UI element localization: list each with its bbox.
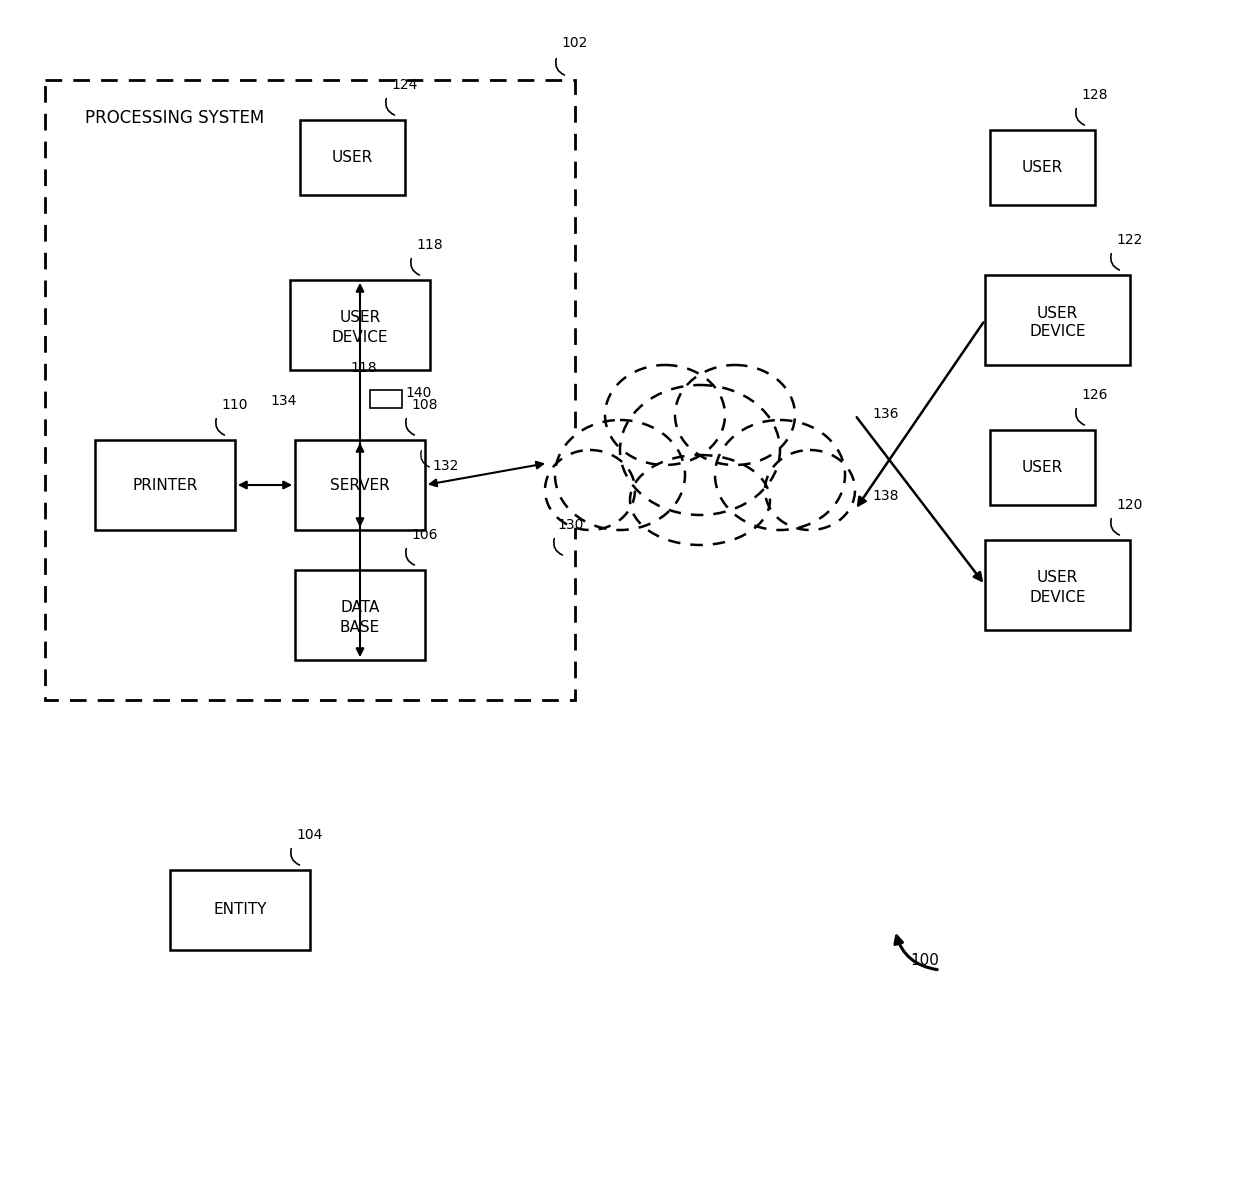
Text: DATA: DATA xyxy=(340,600,379,615)
Text: 102: 102 xyxy=(560,37,588,50)
Text: USER: USER xyxy=(1022,460,1063,475)
Text: 132: 132 xyxy=(432,459,459,473)
Ellipse shape xyxy=(630,455,770,545)
Text: 118: 118 xyxy=(350,361,377,375)
Text: USER: USER xyxy=(1037,571,1078,586)
Text: 138: 138 xyxy=(872,489,899,503)
Bar xyxy=(290,279,430,370)
Bar xyxy=(45,80,575,700)
Ellipse shape xyxy=(605,365,725,465)
Text: 118: 118 xyxy=(415,238,443,252)
Text: 104: 104 xyxy=(296,828,322,842)
Ellipse shape xyxy=(556,420,684,531)
Text: PROCESSING SYSTEM: PROCESSING SYSTEM xyxy=(86,108,264,127)
Bar xyxy=(295,569,425,660)
Text: DEVICE: DEVICE xyxy=(1029,590,1086,605)
Ellipse shape xyxy=(675,365,795,465)
Bar xyxy=(990,130,1095,205)
Text: 106: 106 xyxy=(410,528,438,542)
Text: DEVICE: DEVICE xyxy=(332,329,388,344)
Text: USER: USER xyxy=(340,310,381,325)
Text: 128: 128 xyxy=(1081,88,1107,103)
Bar xyxy=(990,430,1095,505)
Text: 110: 110 xyxy=(221,399,248,411)
Ellipse shape xyxy=(765,450,856,531)
Text: PRINTER: PRINTER xyxy=(133,477,197,493)
Text: SERVER: SERVER xyxy=(330,477,389,493)
Text: BASE: BASE xyxy=(340,619,381,634)
Text: ENTITY: ENTITY xyxy=(213,902,267,917)
Text: 120: 120 xyxy=(1116,498,1142,512)
Ellipse shape xyxy=(715,420,844,531)
Text: 140: 140 xyxy=(405,386,432,400)
Text: 108: 108 xyxy=(410,399,438,411)
Bar xyxy=(370,390,402,408)
Bar xyxy=(95,440,236,531)
Bar xyxy=(295,440,425,531)
Text: 136: 136 xyxy=(872,407,899,421)
Bar xyxy=(300,120,405,195)
Ellipse shape xyxy=(546,450,635,531)
Text: DEVICE: DEVICE xyxy=(1029,324,1086,340)
Text: 126: 126 xyxy=(1081,388,1107,402)
Text: USER: USER xyxy=(332,150,373,165)
Text: 134: 134 xyxy=(270,394,296,408)
Text: USER: USER xyxy=(1022,160,1063,174)
Text: 122: 122 xyxy=(1116,233,1142,246)
Ellipse shape xyxy=(620,386,780,515)
Text: 130: 130 xyxy=(557,518,583,532)
Text: USER: USER xyxy=(1037,305,1078,321)
Text: 100: 100 xyxy=(910,953,939,968)
Bar xyxy=(985,540,1130,630)
Text: 124: 124 xyxy=(391,78,418,92)
Bar xyxy=(170,870,310,950)
Bar xyxy=(985,275,1130,365)
